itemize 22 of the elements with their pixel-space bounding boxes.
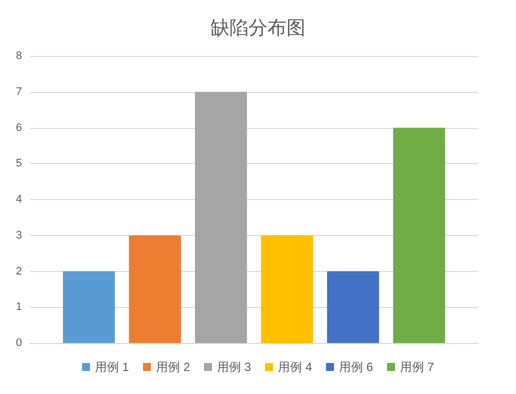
bar [261, 235, 314, 343]
bar [62, 271, 115, 343]
y-tick-label: 8 [16, 50, 22, 62]
legend-label: 用例 6 [339, 360, 374, 374]
bar [128, 235, 181, 343]
legend-label: 用例 4 [278, 360, 312, 374]
y-tick-label: 4 [16, 194, 22, 206]
legend-label: 用例 3 [216, 360, 252, 374]
y-tick-label: 7 [16, 86, 22, 98]
legend-label: 用例 1 [94, 360, 130, 374]
y-tick-label: 2 [16, 265, 22, 278]
y-tick-label: 3 [16, 229, 22, 242]
bar [393, 128, 446, 343]
y-tick-label: 6 [16, 122, 22, 134]
chart-title: 缺陷分布图 [210, 18, 306, 39]
y-tick-label: 0 [16, 337, 22, 349]
bar [327, 271, 380, 343]
bar [194, 92, 247, 343]
legend-label: 用例 2 [156, 360, 190, 374]
legend-label: 用例 7 [400, 360, 434, 374]
y-tick-label: 5 [16, 158, 22, 170]
y-tick-label: 1 [16, 301, 22, 314]
